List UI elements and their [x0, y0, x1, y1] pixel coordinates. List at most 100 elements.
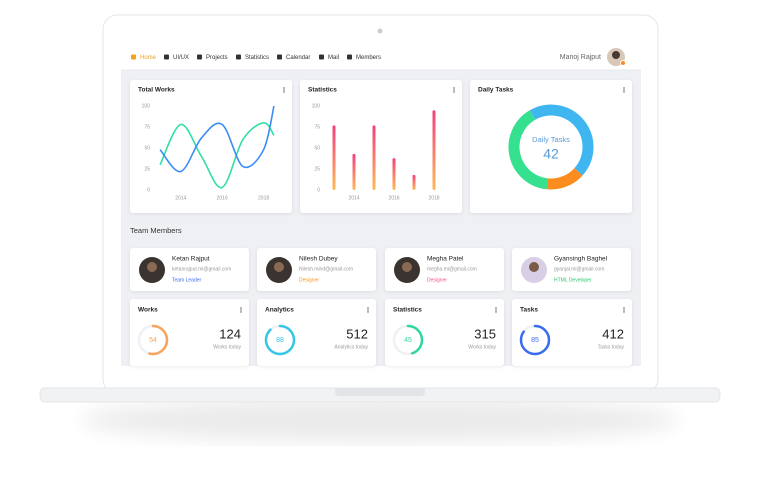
- x-tick-label: 2014: [348, 195, 359, 201]
- member-name: Megha Patel: [427, 256, 464, 263]
- bar: [392, 158, 396, 190]
- ring-progress: [137, 324, 169, 356]
- menu-dot: [283, 91, 285, 93]
- y-tick-label: 75: [144, 124, 150, 130]
- y-tick-label: 100: [312, 103, 321, 109]
- nav-icon: [131, 54, 136, 60]
- stat-card: [257, 299, 376, 366]
- ring-label: 45: [404, 337, 412, 344]
- x-tick-label: 2016: [388, 195, 399, 201]
- ring-progress: [264, 324, 296, 356]
- camera: [377, 28, 383, 34]
- menu-dot: [623, 89, 625, 91]
- x-tick-label: 2016: [217, 195, 228, 201]
- y-tick-label: 0: [317, 187, 320, 193]
- menu-dot: [623, 91, 625, 93]
- member-avatar-face: [529, 262, 539, 272]
- nav-item[interactable]: UI/UX: [173, 55, 189, 61]
- menu-dot: [283, 87, 285, 89]
- stat-value: 512: [346, 326, 368, 341]
- ring-progress: [519, 324, 551, 356]
- menu-dot: [453, 91, 455, 93]
- member-email: Nilesh.mind@gmail.com: [299, 266, 353, 272]
- stat-caption: Tasks today: [598, 344, 625, 350]
- card: [300, 80, 462, 213]
- stat-value: 124: [219, 326, 241, 341]
- stat-card: [385, 299, 504, 366]
- bar: [432, 110, 436, 190]
- menu-dot: [495, 307, 497, 309]
- member-role: Designer: [427, 277, 447, 283]
- nav-icon: [236, 54, 241, 60]
- nav-item[interactable]: Home: [140, 55, 157, 61]
- menu-dot: [453, 89, 455, 91]
- menu-dot: [240, 307, 242, 309]
- stat-caption: Analytics today: [334, 344, 368, 350]
- line-series: [159, 105, 275, 173]
- nav-item[interactable]: Mail: [328, 55, 339, 61]
- stat-title: Tasks: [520, 307, 538, 314]
- stat-value: 412: [602, 326, 624, 341]
- nav-icon: [197, 54, 202, 60]
- user-avatar-face: [612, 51, 620, 59]
- ring-label: 88: [276, 337, 284, 344]
- menu-dot: [283, 89, 285, 91]
- stat-card: [130, 299, 249, 366]
- member-name: Gyansingh Baghel: [554, 256, 608, 263]
- member-name: Nilesh Dubey: [299, 256, 338, 263]
- menu-dot: [240, 311, 242, 313]
- laptop-notch: [335, 388, 425, 396]
- stat-value: 315: [474, 326, 496, 341]
- user-name[interactable]: Manoj Rajput: [560, 54, 601, 61]
- stat-caption: Works today: [213, 344, 241, 350]
- x-tick-label: 2018: [258, 195, 269, 201]
- menu-dot: [367, 309, 369, 311]
- member-email: megha.mi@gmail.com: [427, 266, 477, 272]
- menu-dot: [367, 311, 369, 313]
- nav-icon: [277, 54, 282, 60]
- card-title: Total Works: [138, 87, 175, 94]
- member-role: Designer: [299, 277, 319, 283]
- nav-icon: [319, 54, 324, 60]
- nav-icon: [164, 54, 169, 60]
- donut-segment: [529, 104, 594, 176]
- stat-title: Analytics: [265, 307, 294, 314]
- menu-dot: [623, 307, 625, 309]
- donut-value: 42: [543, 146, 559, 162]
- card: [470, 80, 632, 213]
- ring-label: 85: [531, 337, 539, 344]
- nav-item[interactable]: Members: [356, 55, 381, 61]
- donut-segment: [546, 167, 583, 190]
- member-email: ketanrajput.mi@gmail.com: [172, 266, 231, 272]
- y-tick-label: 50: [144, 145, 150, 151]
- section-title: Team Members: [130, 226, 182, 235]
- menu-dot: [495, 309, 497, 311]
- card: [130, 80, 292, 213]
- donut-segment: [508, 110, 548, 190]
- laptop-shadow: [80, 398, 680, 442]
- card-title: Statistics: [308, 87, 337, 94]
- x-tick-label: 2018: [428, 195, 439, 201]
- line-series: [159, 122, 275, 189]
- user-status: [620, 60, 626, 66]
- member-role: HTML Developer: [554, 277, 592, 283]
- nav-item[interactable]: Calendar: [286, 55, 310, 61]
- y-tick-label: 50: [314, 145, 320, 151]
- nav-item[interactable]: Projects: [206, 55, 228, 61]
- member-email: gyanjal.mi@gmail.com: [554, 266, 604, 272]
- menu-dot: [453, 87, 455, 89]
- menu-dot: [495, 311, 497, 313]
- member-avatar-face: [402, 262, 412, 272]
- stat-caption: Works today: [468, 344, 496, 350]
- nav-item[interactable]: Statistics: [245, 55, 269, 61]
- y-tick-label: 0: [147, 187, 150, 193]
- member-role: Team Leader: [172, 277, 202, 283]
- member-name: Ketan Rajput: [172, 256, 210, 263]
- y-tick-label: 75: [314, 124, 320, 130]
- x-tick-label: 2014: [175, 195, 186, 201]
- donut-label: Daily Tasks: [532, 135, 570, 144]
- bar: [332, 125, 336, 190]
- member-avatar-face: [147, 262, 157, 272]
- member-avatar-face: [274, 262, 284, 272]
